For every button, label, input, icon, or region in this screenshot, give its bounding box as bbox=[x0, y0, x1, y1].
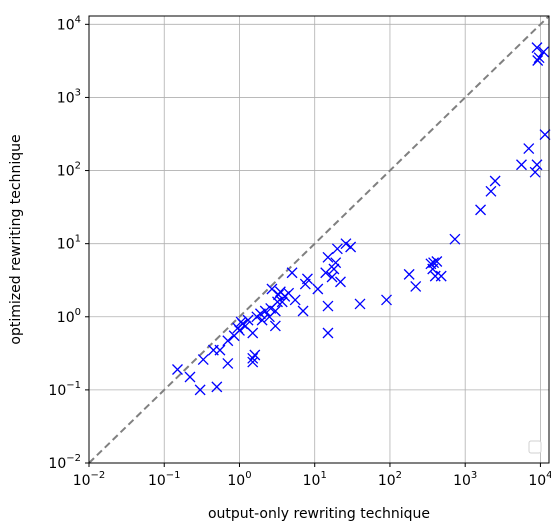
data-point bbox=[322, 251, 334, 263]
y-tick-label: 100 bbox=[57, 307, 81, 326]
data-point bbox=[249, 349, 261, 361]
data-point bbox=[197, 354, 209, 366]
data-point bbox=[475, 204, 487, 216]
data-point bbox=[335, 276, 346, 288]
data-point bbox=[322, 300, 334, 312]
data-point bbox=[289, 294, 301, 306]
data-point bbox=[345, 241, 357, 253]
data-point bbox=[286, 267, 298, 279]
x-axis-ticks: 10−2 10−1 100 101 102 103 104 bbox=[73, 463, 551, 489]
data-point bbox=[222, 357, 234, 369]
data-point bbox=[431, 256, 443, 267]
data-point bbox=[312, 283, 324, 295]
data-point bbox=[532, 55, 544, 66]
data-point bbox=[381, 294, 392, 306]
data-point bbox=[328, 263, 340, 275]
y-tick-label: 10−1 bbox=[48, 380, 81, 399]
data-point bbox=[435, 270, 447, 282]
data-point bbox=[247, 356, 259, 368]
data-point bbox=[533, 52, 545, 64]
data-point bbox=[172, 364, 183, 375]
x-tick-label: 103 bbox=[453, 470, 477, 489]
y-tick-label: 104 bbox=[57, 14, 81, 33]
data-point bbox=[489, 175, 501, 187]
data-point bbox=[269, 320, 281, 332]
data-point bbox=[184, 371, 196, 383]
data-point bbox=[276, 296, 288, 308]
reference-diagonal-line bbox=[88, 15, 550, 464]
x-tick-label: 101 bbox=[303, 470, 327, 489]
x-tick-label: 10−1 bbox=[148, 470, 181, 489]
data-point bbox=[297, 305, 309, 317]
y-axis-ticks: 10−2 10−1 100 101 102 103 104 bbox=[48, 14, 89, 472]
x-tick-label: 10−2 bbox=[73, 470, 106, 489]
data-point bbox=[331, 243, 343, 255]
data-point bbox=[273, 289, 284, 301]
data-point bbox=[256, 314, 268, 326]
data-point bbox=[354, 298, 366, 310]
data-point bbox=[330, 257, 342, 269]
data-point bbox=[194, 384, 206, 396]
y-tick-label: 103 bbox=[57, 87, 81, 106]
data-point bbox=[247, 352, 259, 364]
data-point bbox=[214, 344, 226, 356]
data-point bbox=[269, 305, 281, 317]
data-point bbox=[523, 143, 535, 155]
y-tick-label: 102 bbox=[57, 161, 81, 180]
data-point bbox=[516, 159, 527, 171]
data-point bbox=[272, 296, 283, 308]
y-axis-label: optimized rewriting technique bbox=[8, 134, 24, 344]
data-point bbox=[322, 327, 334, 339]
x-tick-label: 100 bbox=[227, 470, 251, 489]
data-point bbox=[428, 257, 440, 269]
data-point bbox=[485, 185, 497, 197]
data-point bbox=[529, 166, 541, 178]
data-point bbox=[320, 267, 332, 279]
data-point bbox=[340, 238, 352, 250]
grid-lines bbox=[88, 16, 549, 464]
data-point bbox=[538, 46, 550, 58]
data-point bbox=[242, 314, 254, 326]
data-point bbox=[222, 335, 234, 347]
data-point bbox=[410, 280, 422, 292]
x-tick-label: 104 bbox=[528, 470, 551, 489]
data-point bbox=[429, 270, 441, 282]
data-point bbox=[539, 129, 551, 141]
plot-frame bbox=[88, 15, 550, 464]
x-axis-label: output-only rewriting technique bbox=[208, 506, 430, 522]
data-point bbox=[403, 268, 415, 280]
data-point bbox=[531, 42, 543, 54]
data-point bbox=[211, 381, 223, 393]
data-points bbox=[172, 42, 551, 396]
data-point bbox=[301, 273, 313, 285]
data-point bbox=[259, 305, 271, 317]
y-tick-label: 101 bbox=[57, 234, 81, 253]
legend-box bbox=[528, 440, 542, 454]
y-tick-label: 10−2 bbox=[48, 453, 81, 472]
x-tick-label: 102 bbox=[378, 470, 402, 489]
data-point bbox=[449, 233, 461, 245]
data-point bbox=[531, 159, 543, 171]
data-point bbox=[247, 327, 259, 339]
data-point bbox=[234, 324, 245, 336]
